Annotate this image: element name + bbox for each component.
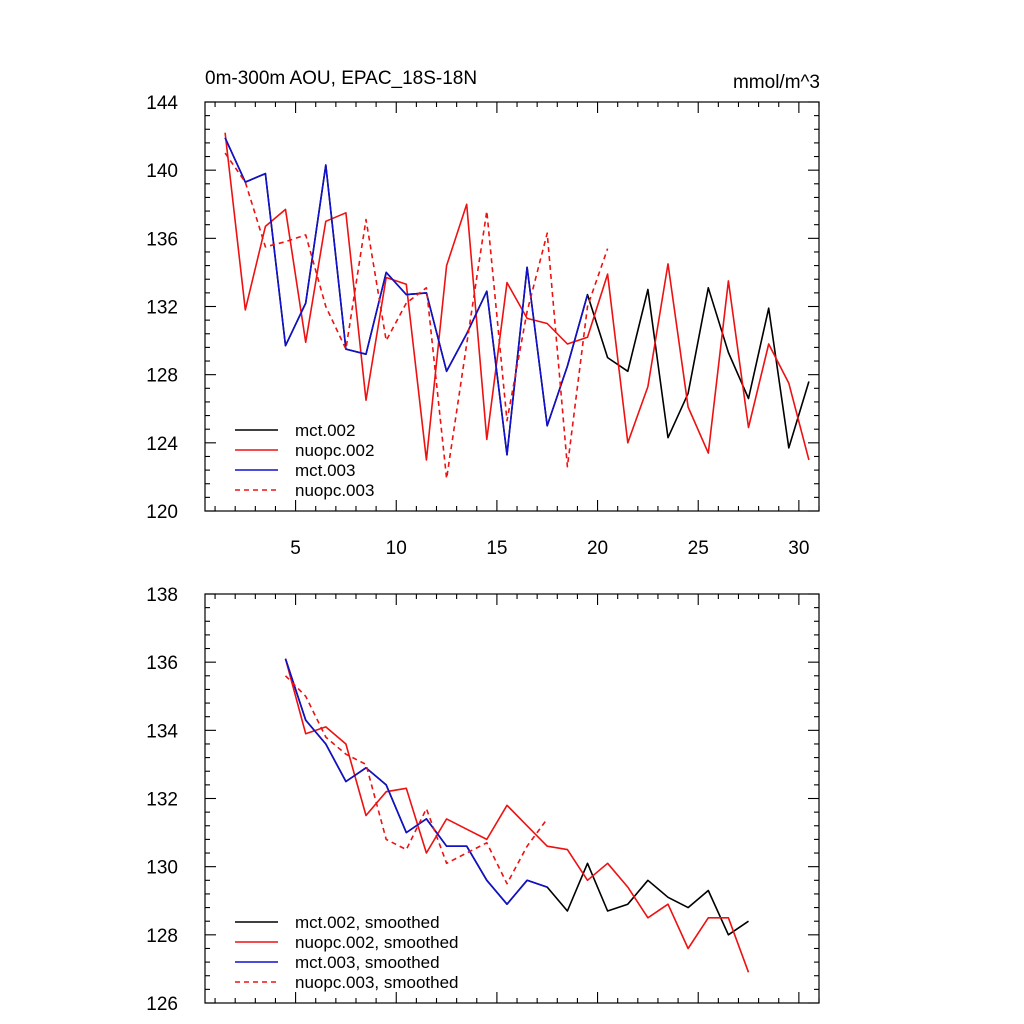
y-tick-label: 132 (146, 298, 178, 319)
top-legend-label-3: nuopc.003 (295, 481, 374, 500)
bottom-legend-label-0: mct.002, smoothed (295, 913, 440, 932)
y-tick-label: 124 (146, 434, 178, 455)
x-tick-label: 30 (788, 538, 809, 559)
y-tick-label: 132 (146, 790, 178, 811)
bottom-legend-label-3: nuopc.003, smoothed (295, 973, 459, 992)
y-tick-label: 134 (146, 721, 178, 742)
y-tick-label: 126 (146, 994, 178, 1015)
y-tick-label: 120 (146, 502, 178, 523)
y-tick-label: 140 (146, 161, 178, 182)
y-tick-label: 136 (146, 229, 178, 250)
y-tick-label: 144 (146, 93, 178, 114)
top-legend-label-2: mct.003 (295, 461, 355, 480)
top-legend-label-1: nuopc.002 (295, 441, 374, 460)
y-tick-label: 130 (146, 858, 178, 879)
x-tick-label: 5 (290, 538, 301, 559)
x-tick-label: 15 (486, 538, 507, 559)
y-tick-label: 138 (146, 585, 178, 606)
top-panel-title: 0m-300m AOU, EPAC_18S-18N (205, 68, 477, 89)
top-legend-label-0: mct.002 (295, 421, 355, 440)
top-panel-units: mmol/m^3 (733, 72, 820, 93)
y-tick-label: 128 (146, 926, 178, 947)
x-tick-label: 20 (587, 538, 608, 559)
bottom-legend-label-2: mct.003, smoothed (295, 953, 440, 972)
x-tick-label: 10 (386, 538, 407, 559)
x-tick-label: 25 (688, 538, 709, 559)
y-tick-label: 136 (146, 653, 178, 674)
figure: 0m-300m AOU, EPAC_18S-18N mmol/m^3 5 10 15… (0, 0, 1024, 1024)
y-tick-label: 128 (146, 366, 178, 387)
bottom-legend-label-1: nuopc.002, smoothed (295, 933, 459, 952)
